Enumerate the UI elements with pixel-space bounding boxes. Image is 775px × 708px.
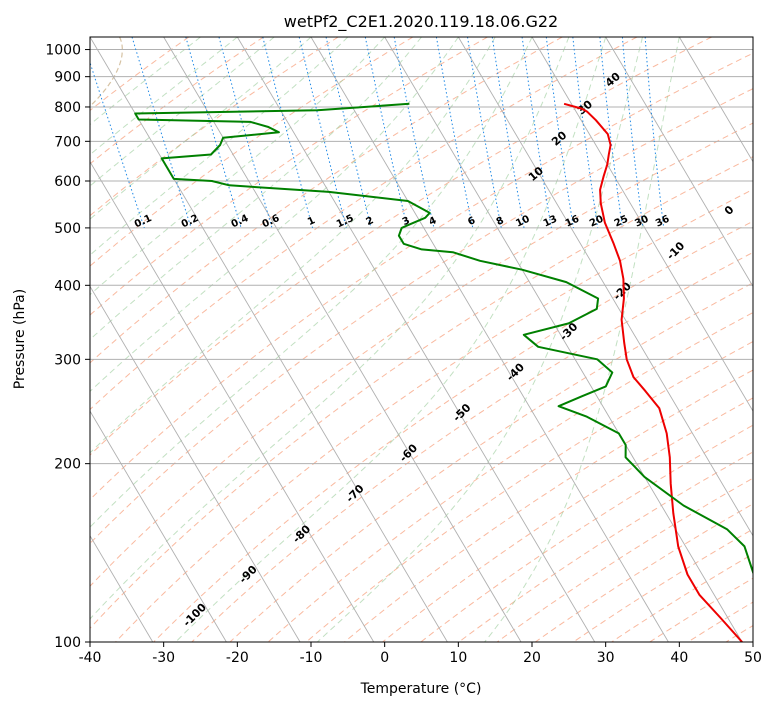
x-tick-label: -20 [226, 650, 249, 666]
y-tick-label: 400 [54, 278, 81, 294]
y-axis-label: Pressure (hPa) [12, 289, 28, 389]
mixing-ratio-label: 10 [514, 214, 531, 230]
mixing-ratio-line [185, 37, 242, 229]
x-tick-label: -30 [152, 650, 175, 666]
x-tick-label: -40 [79, 650, 102, 666]
mixing-ratio-label: 25 [613, 214, 630, 230]
moist-adiabat [484, 37, 680, 642]
moist-adiabat [90, 37, 459, 393]
dewpoint-profile [134, 102, 753, 576]
y-tick-label: 100 [54, 635, 81, 651]
x-tick-label: -10 [300, 650, 323, 666]
mixing-ratio-label: 3 [401, 215, 412, 228]
mixing-ratio-line [262, 37, 314, 229]
profiles [134, 102, 753, 642]
mixing-ratio-label: 1 [306, 215, 317, 228]
isotherm-line [90, 37, 448, 642]
isotherm-line [531, 37, 753, 412]
dry-adiabat [153, 220, 753, 642]
mixing-ratio-line [325, 37, 372, 229]
mixing-ratio-label: 8 [495, 215, 506, 228]
mixing-ratio-line [621, 37, 644, 228]
dry-adiabat [90, 156, 753, 629]
x-tick-label: 20 [523, 650, 541, 666]
isotherm-line [90, 285, 301, 642]
moist-adiabat [316, 37, 643, 642]
moist-adiabat [90, 37, 533, 528]
dry-adiabat [90, 37, 488, 316]
dry-adiabat [115, 188, 753, 642]
y-tick-label: 200 [54, 457, 81, 473]
mixing-ratio-line [298, 37, 347, 229]
mixing-ratio-label: 4 [427, 215, 438, 228]
temperature-profile [563, 102, 743, 642]
mixing-ratio-line [131, 37, 192, 229]
mixing-ratio-label: 6 [466, 215, 477, 228]
dry-adiabat [90, 37, 264, 165]
moist-adiabat [90, 37, 570, 620]
chart-title: wetPf2_C2E1.2020.119.18.06.G22 [284, 12, 558, 32]
dry-adiabat [90, 37, 414, 267]
outer-background-curve [90, 37, 123, 108]
mixing-ratio-label: 16 [564, 214, 581, 230]
mixing-ratio-line [545, 37, 574, 228]
plot-frame [89, 36, 754, 643]
mixing-ratio-label: 2 [365, 215, 376, 228]
x-tick-label: 40 [670, 650, 688, 666]
y-tick-label: 800 [54, 100, 81, 116]
x-tick-label: 0 [380, 650, 389, 666]
mixing-ratio-line [644, 37, 665, 228]
moist-adiabat [90, 37, 386, 296]
moist-adiabat [90, 37, 349, 256]
y-tick-label: 300 [54, 352, 81, 368]
dry-adiabat [90, 52, 753, 501]
x-tick-label: 10 [449, 650, 467, 666]
y-tick-label: 500 [54, 221, 81, 237]
dry-adiabat [90, 37, 190, 112]
axes: -40 -30 -20 -10 0 10 20 30 40 50 100 200 300 400 500 60… [45, 43, 762, 666]
isotherm-line [457, 37, 753, 537]
moist-adiabat [90, 37, 422, 341]
y-tick-label: 700 [54, 134, 81, 150]
y-tick-label: 1000 [45, 43, 81, 59]
mixing-ratio-label: 20 [588, 214, 605, 230]
moist-adiabat [175, 37, 607, 642]
isotherm-line [310, 37, 669, 642]
y-tick-label: 900 [54, 70, 81, 86]
mixing-ratio-line [599, 37, 623, 228]
mixing-ratio-line [218, 37, 273, 229]
dry-adiabat [305, 340, 753, 642]
mixing-ratio-line [521, 37, 552, 228]
mixing-ratio-label: 30 [633, 214, 650, 230]
mixing-ratio-line [364, 37, 408, 229]
mixing-ratio-label: 36 [654, 214, 671, 230]
y-tick-label: 600 [54, 174, 81, 190]
x-tick-label: 50 [744, 650, 762, 666]
x-axis-label: Temperature (°C) [360, 681, 482, 697]
isotherm-line [605, 37, 753, 288]
isotherm-line [90, 160, 375, 642]
x-tick-label: 30 [597, 650, 615, 666]
moist-adiabat [90, 37, 496, 454]
mixing-ratio-line [572, 37, 599, 228]
isotherm-line [236, 37, 596, 642]
mixing-ratio-label: 13 [542, 214, 559, 230]
dry-adiabat [90, 37, 712, 456]
isotherm-line [678, 37, 753, 163]
background-lines [90, 37, 753, 642]
dry-adiabat [267, 311, 753, 642]
isotherm-line [90, 534, 154, 642]
isotherm-line [90, 410, 227, 642]
isotherm-line [384, 37, 743, 642]
